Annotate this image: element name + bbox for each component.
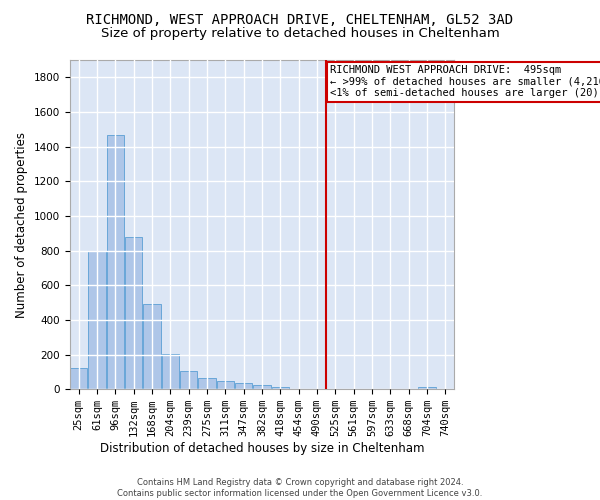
Text: RICHMOND WEST APPROACH DRIVE:  495sqm
← >99% of detached houses are smaller (4,2: RICHMOND WEST APPROACH DRIVE: 495sqm ← >… xyxy=(330,65,600,98)
Bar xyxy=(272,386,289,389)
Text: RICHMOND, WEST APPROACH DRIVE, CHELTENHAM, GL52 3AD: RICHMOND, WEST APPROACH DRIVE, CHELTENHA… xyxy=(86,12,514,26)
Text: Size of property relative to detached houses in Cheltenham: Size of property relative to detached ho… xyxy=(101,28,499,40)
Bar xyxy=(70,368,88,389)
Bar xyxy=(143,304,161,389)
Bar xyxy=(217,382,234,389)
Bar xyxy=(235,383,253,389)
Bar xyxy=(418,386,436,389)
Bar xyxy=(107,134,124,389)
Bar xyxy=(198,378,215,389)
Bar xyxy=(253,386,271,389)
Text: Contains HM Land Registry data © Crown copyright and database right 2024.
Contai: Contains HM Land Registry data © Crown c… xyxy=(118,478,482,498)
Bar xyxy=(125,236,142,389)
Y-axis label: Number of detached properties: Number of detached properties xyxy=(15,132,28,318)
Bar xyxy=(161,354,179,389)
X-axis label: Distribution of detached houses by size in Cheltenham: Distribution of detached houses by size … xyxy=(100,442,424,455)
Bar xyxy=(88,250,106,389)
Bar xyxy=(180,371,197,389)
